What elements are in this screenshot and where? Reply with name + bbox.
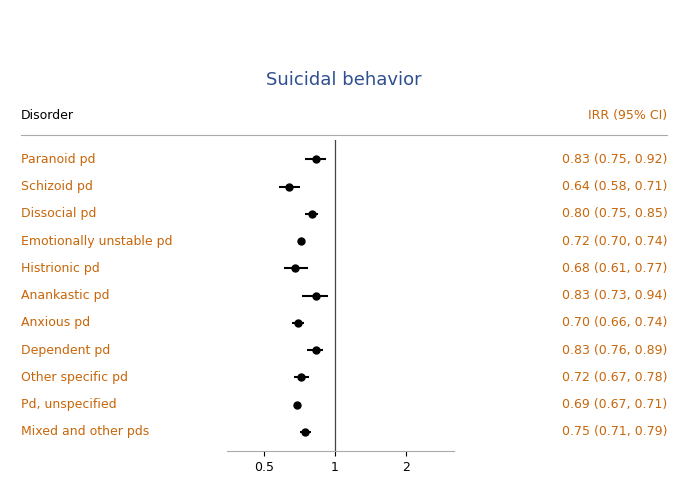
Text: 0.72 (0.70, 0.74): 0.72 (0.70, 0.74): [562, 234, 667, 247]
Text: 0.83 (0.75, 0.92): 0.83 (0.75, 0.92): [562, 153, 667, 166]
Text: Suicidal behavior: Suicidal behavior: [266, 71, 422, 89]
Text: 0.72 (0.67, 0.78): 0.72 (0.67, 0.78): [562, 371, 667, 384]
Text: 0.83 (0.73, 0.94): 0.83 (0.73, 0.94): [562, 289, 667, 302]
Text: Disorder: Disorder: [21, 109, 74, 122]
Text: 0.83 (0.76, 0.89): 0.83 (0.76, 0.89): [562, 344, 667, 357]
Text: 0.70 (0.66, 0.74): 0.70 (0.66, 0.74): [562, 316, 667, 329]
Text: Other specific pd: Other specific pd: [21, 371, 128, 384]
Text: 0.80 (0.75, 0.85): 0.80 (0.75, 0.85): [561, 207, 667, 220]
Text: Dissocial pd: Dissocial pd: [21, 207, 96, 220]
Text: Anxious pd: Anxious pd: [21, 316, 89, 329]
Text: Pd, unspecified: Pd, unspecified: [21, 398, 116, 411]
Text: Paranoid pd: Paranoid pd: [21, 153, 95, 166]
Text: 0.75 (0.71, 0.79): 0.75 (0.71, 0.79): [562, 425, 667, 438]
Text: 0.69 (0.67, 0.71): 0.69 (0.67, 0.71): [562, 398, 667, 411]
Text: IRR (95% CI): IRR (95% CI): [588, 109, 667, 122]
Text: Dependent pd: Dependent pd: [21, 344, 110, 357]
Text: Histrionic pd: Histrionic pd: [21, 262, 99, 275]
Text: 0.68 (0.61, 0.77): 0.68 (0.61, 0.77): [562, 262, 667, 275]
Text: Schizoid pd: Schizoid pd: [21, 180, 92, 193]
Text: Mixed and other pds: Mixed and other pds: [21, 425, 149, 438]
Text: Anankastic pd: Anankastic pd: [21, 289, 109, 302]
Text: 0.64 (0.58, 0.71): 0.64 (0.58, 0.71): [562, 180, 667, 193]
Text: Emotionally unstable pd: Emotionally unstable pd: [21, 234, 172, 247]
